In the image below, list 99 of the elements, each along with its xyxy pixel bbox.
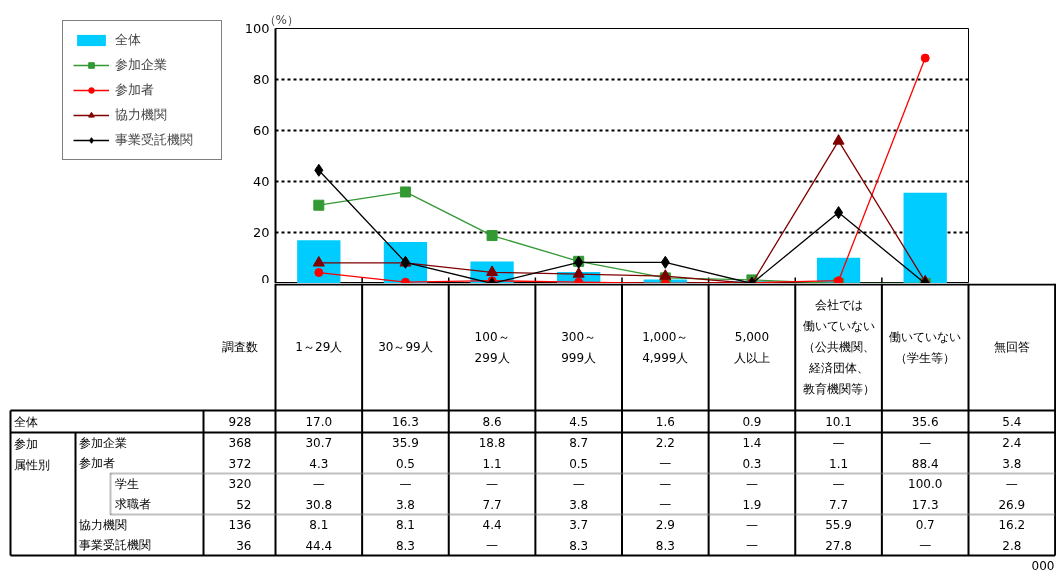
legend-label: 全体: [115, 31, 142, 49]
text: 3.8: [1002, 456, 1022, 471]
data-label: 1.6: [655, 415, 675, 429]
text: 参加者: [78, 456, 115, 471]
text: 372: [228, 456, 252, 471]
x-tick-label: 100～ 299人: [474, 329, 510, 365]
y-tick-label: 40: [252, 174, 270, 189]
y-tick-label: 20: [252, 225, 270, 240]
data-label: 8.3: [395, 538, 415, 553]
data-label: 10.1: [825, 415, 852, 429]
y-tick-label: 80: [252, 72, 270, 87]
data-label: 3.7: [569, 518, 589, 533]
text: —: [832, 476, 845, 491]
data-label: 2.2: [655, 436, 675, 451]
text: 16.2: [998, 518, 1026, 533]
text: —: [572, 476, 585, 491]
data-label: 8.3: [655, 538, 675, 553]
data-label: 35.9: [392, 436, 419, 451]
data-label: 1.1: [482, 456, 502, 471]
data-label: 44.4: [305, 538, 333, 553]
text: 7.7: [482, 497, 502, 512]
data-label: 4.3: [309, 456, 329, 471]
data-label: 17.0: [305, 415, 333, 429]
text: —: [659, 497, 672, 512]
text: 協力機関: [78, 517, 127, 532]
text: 100.0: [908, 477, 943, 492]
text: 7.7: [829, 497, 849, 512]
data-label: —: [745, 517, 758, 532]
text: 000: [1031, 559, 1055, 573]
legend-label: 事業受託機関: [115, 131, 194, 149]
data-label: 0.9: [742, 415, 762, 429]
data-label: —: [745, 538, 758, 553]
legend-label: 協力機関: [115, 106, 168, 124]
x-tick-label: 300～ 999人: [561, 329, 597, 365]
text: 全体: [13, 414, 38, 429]
x-tick-label: 5,000 人以上: [733, 329, 770, 365]
text: —: [486, 476, 499, 491]
text: 30.8: [305, 497, 333, 512]
data-label: 30.7: [305, 436, 333, 451]
text: 26.9: [998, 497, 1026, 512]
text: 2.8: [1002, 538, 1022, 553]
data-label: 8.3: [569, 538, 589, 553]
x-tick-label: 1～29人: [295, 340, 343, 354]
text: 1.9: [742, 497, 762, 512]
text: 928: [228, 415, 252, 429]
data-label: 88.4: [911, 456, 939, 471]
x-tick-label: 働いていない（学生等）: [889, 329, 962, 365]
text: 5.4: [1002, 415, 1022, 429]
y-tick-label: 60: [252, 123, 270, 138]
data-label: 8.7: [569, 436, 589, 451]
data-label: 1.4: [742, 436, 762, 451]
data-label: 8.1: [395, 518, 415, 533]
text: 36: [236, 538, 252, 553]
text: —: [1005, 476, 1018, 491]
data-label: 1.1: [829, 456, 849, 471]
data-label: 4.4: [482, 518, 502, 533]
x-tick-label: 調査数: [221, 340, 258, 354]
text: 3.8: [569, 497, 589, 512]
text: 求職者: [114, 497, 151, 512]
x-tick-label: 会社では働いていない（公共機関、経済団体、教育機関等）: [802, 298, 875, 396]
text: 学生: [114, 476, 139, 491]
x-tick-label: 30～99人: [378, 340, 433, 354]
x-tick-label: 1,000～ 4,999人: [642, 329, 689, 365]
data-label: 0.7: [915, 518, 935, 533]
data-label: —: [832, 435, 845, 450]
data-label: 0.5: [395, 456, 415, 471]
data-label: 8.1: [309, 518, 329, 533]
data-label: —: [659, 456, 672, 471]
data-label: 16.3: [392, 415, 419, 429]
data-label: 55.9: [825, 518, 852, 533]
text: 17.3: [911, 497, 939, 512]
text: 参加企業: [78, 435, 127, 450]
text: 320: [228, 477, 252, 492]
data-label: —: [919, 435, 932, 450]
text: 3.8: [395, 497, 415, 512]
data-label: 18.8: [478, 436, 506, 451]
text: 136: [228, 518, 252, 533]
data-label: 35.6: [911, 415, 939, 429]
text: 事業受託機関: [78, 538, 151, 553]
legend-label: 参加企業: [115, 56, 168, 74]
text: —: [399, 476, 412, 491]
legend-label: 参加者: [115, 81, 155, 99]
data-label: 4.5: [569, 415, 589, 429]
text: 参加属性別: [13, 436, 50, 472]
text: —: [312, 476, 325, 491]
data-label: 8.6: [482, 415, 502, 429]
text: 2.4: [1002, 436, 1022, 451]
data-label: 0.5: [569, 456, 589, 471]
x-tick-label: 無回答: [993, 340, 1030, 354]
data-label: —: [486, 538, 499, 553]
data-label: 0.3: [742, 456, 762, 471]
text: —: [745, 476, 758, 491]
data-label: —: [919, 538, 932, 553]
text: 368: [228, 436, 252, 451]
text: 52: [236, 497, 252, 512]
y-tick-label: 0: [261, 271, 270, 287]
text: —: [659, 476, 672, 491]
data-label: 27.8: [825, 538, 852, 553]
data-label: 2.9: [655, 518, 675, 533]
